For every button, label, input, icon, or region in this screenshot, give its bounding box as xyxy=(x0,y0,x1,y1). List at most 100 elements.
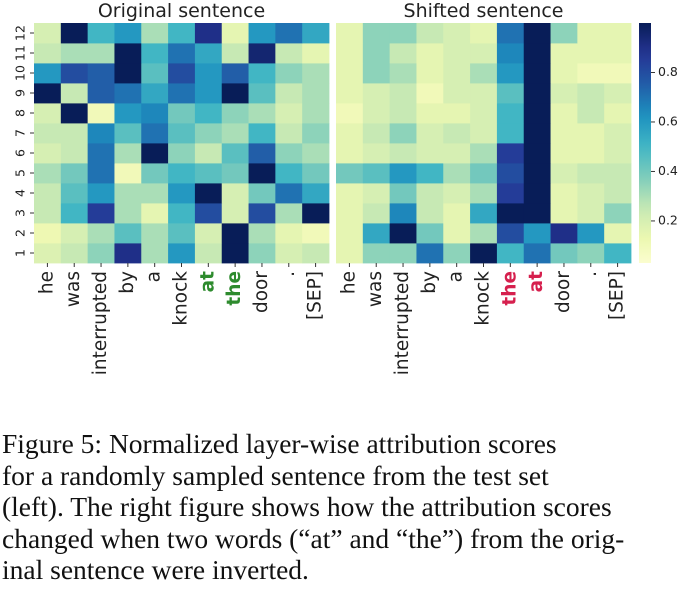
colorbar-tick-label: 0.2 xyxy=(658,212,678,227)
heatmap-cell xyxy=(60,143,89,164)
x-tick-label: he xyxy=(338,271,359,294)
heatmap-cell xyxy=(302,223,330,244)
heatmap-cell xyxy=(275,83,303,104)
heatmap-cell xyxy=(34,23,62,44)
heatmap-cell xyxy=(523,83,551,104)
heatmap-cell xyxy=(496,163,525,184)
x-tick-label: the xyxy=(499,271,520,306)
heatmap-cell xyxy=(60,163,89,184)
heatmap-cell xyxy=(470,223,498,244)
heatmap-cell xyxy=(389,243,417,264)
x-tick-label: was xyxy=(63,271,84,307)
heatmap-cell xyxy=(470,63,498,84)
heatmap-cell xyxy=(248,43,276,64)
heatmap-panel-2: Shifted sentence he was interrupted by a knock… xyxy=(336,0,632,375)
heatmap-cell xyxy=(248,143,276,164)
x-tick-label: he xyxy=(36,271,57,294)
heatmap-cell xyxy=(470,23,498,44)
heatmap-cell xyxy=(141,83,169,104)
heatmap-cell xyxy=(34,203,62,224)
heatmap-cell xyxy=(194,83,223,104)
heatmap-cell xyxy=(496,123,525,144)
heatmap-cell xyxy=(168,223,196,244)
heatmap-cell xyxy=(362,223,391,244)
heatmap-cell xyxy=(302,103,330,124)
heatmap-cell xyxy=(416,143,444,164)
heatmap-cell xyxy=(389,143,417,164)
heatmap-cell xyxy=(275,43,303,64)
heatmap-cell xyxy=(114,243,142,264)
caption-line-4: changed when two words (“at” and “the”) … xyxy=(2,522,625,554)
heatmap-cell xyxy=(221,163,249,184)
heatmap-cell xyxy=(470,163,498,184)
caption-line-2: for a randomly sampled sentence from the… xyxy=(2,459,549,491)
heatmap-cell xyxy=(248,123,276,144)
heatmap-cell xyxy=(550,103,578,124)
heatmap-cell xyxy=(470,203,498,224)
x-tick-label: . xyxy=(278,271,299,277)
heatmap-cell xyxy=(114,103,142,124)
x-tick-label: by xyxy=(419,271,440,294)
heatmap-cell xyxy=(34,43,62,64)
heatmap-cell xyxy=(275,163,303,184)
heatmap-cell xyxy=(577,163,605,184)
heatmap-cell xyxy=(496,83,525,104)
heatmap-cell xyxy=(114,83,142,104)
x-tick-label: [SEP] xyxy=(305,271,326,320)
heatmap-cell xyxy=(550,83,578,104)
heatmap-cell xyxy=(523,243,551,264)
heatmap-cell xyxy=(302,63,330,84)
heatmap-cell xyxy=(470,123,498,144)
y-tick-label: 12 xyxy=(13,25,28,41)
heatmap-cell xyxy=(604,203,632,224)
heatmap-cell xyxy=(34,103,62,124)
figure-caption: Figure 5: Normalized layer-wise attribut… xyxy=(2,428,688,586)
heatmap-cell xyxy=(389,163,417,184)
heatmap-cell xyxy=(470,83,498,104)
heatmap-cell xyxy=(523,143,551,164)
heatmap-cell xyxy=(443,123,471,144)
heatmap-cell xyxy=(60,63,89,84)
heatmap-cell xyxy=(336,103,364,124)
heatmap-cell xyxy=(248,183,276,204)
heatmap-cell xyxy=(60,103,89,124)
heatmap-cell xyxy=(336,223,364,244)
colorbar-tick-label: 0.4 xyxy=(658,163,678,178)
heatmap-cell xyxy=(302,183,330,204)
heatmap-cell xyxy=(194,143,223,164)
heatmap-cell xyxy=(114,23,142,44)
heatmap-cell xyxy=(114,43,142,64)
colorbar-tick-label: 0.8 xyxy=(658,64,678,79)
heatmap-cell xyxy=(523,123,551,144)
heatmap-cell xyxy=(389,83,417,104)
heatmap-cell xyxy=(362,103,391,124)
heatmap-cell xyxy=(416,163,444,184)
heatmap-cell xyxy=(443,243,471,264)
heatmap-cell xyxy=(577,63,605,84)
heatmap-cell xyxy=(470,183,498,204)
heatmap-cell xyxy=(443,143,471,164)
heatmap-cell xyxy=(362,23,391,44)
heatmap-cell xyxy=(443,63,471,84)
heatmap-cell xyxy=(302,163,330,184)
heatmap-cell xyxy=(302,43,330,64)
heatmap-cell xyxy=(443,203,471,224)
heatmap-cell xyxy=(416,63,444,84)
heatmap-cell xyxy=(550,123,578,144)
heatmap-cell xyxy=(141,183,169,204)
heatmap-cell xyxy=(302,83,330,104)
heatmap-cell xyxy=(389,183,417,204)
x-tick-label: . xyxy=(580,271,601,277)
heatmap-cell xyxy=(389,23,417,44)
heatmap-cell xyxy=(34,223,62,244)
heatmap-cell xyxy=(87,203,115,224)
heatmap-cell xyxy=(336,243,364,264)
heatmap-cell xyxy=(523,23,551,44)
heatmap-cell xyxy=(168,123,196,144)
x-tick-label: at xyxy=(197,271,218,292)
heatmap-cell xyxy=(34,163,62,184)
heatmap-cell xyxy=(302,203,330,224)
heatmap-cell xyxy=(577,143,605,164)
heatmap-cell xyxy=(389,43,417,64)
heatmap-cell xyxy=(168,203,196,224)
